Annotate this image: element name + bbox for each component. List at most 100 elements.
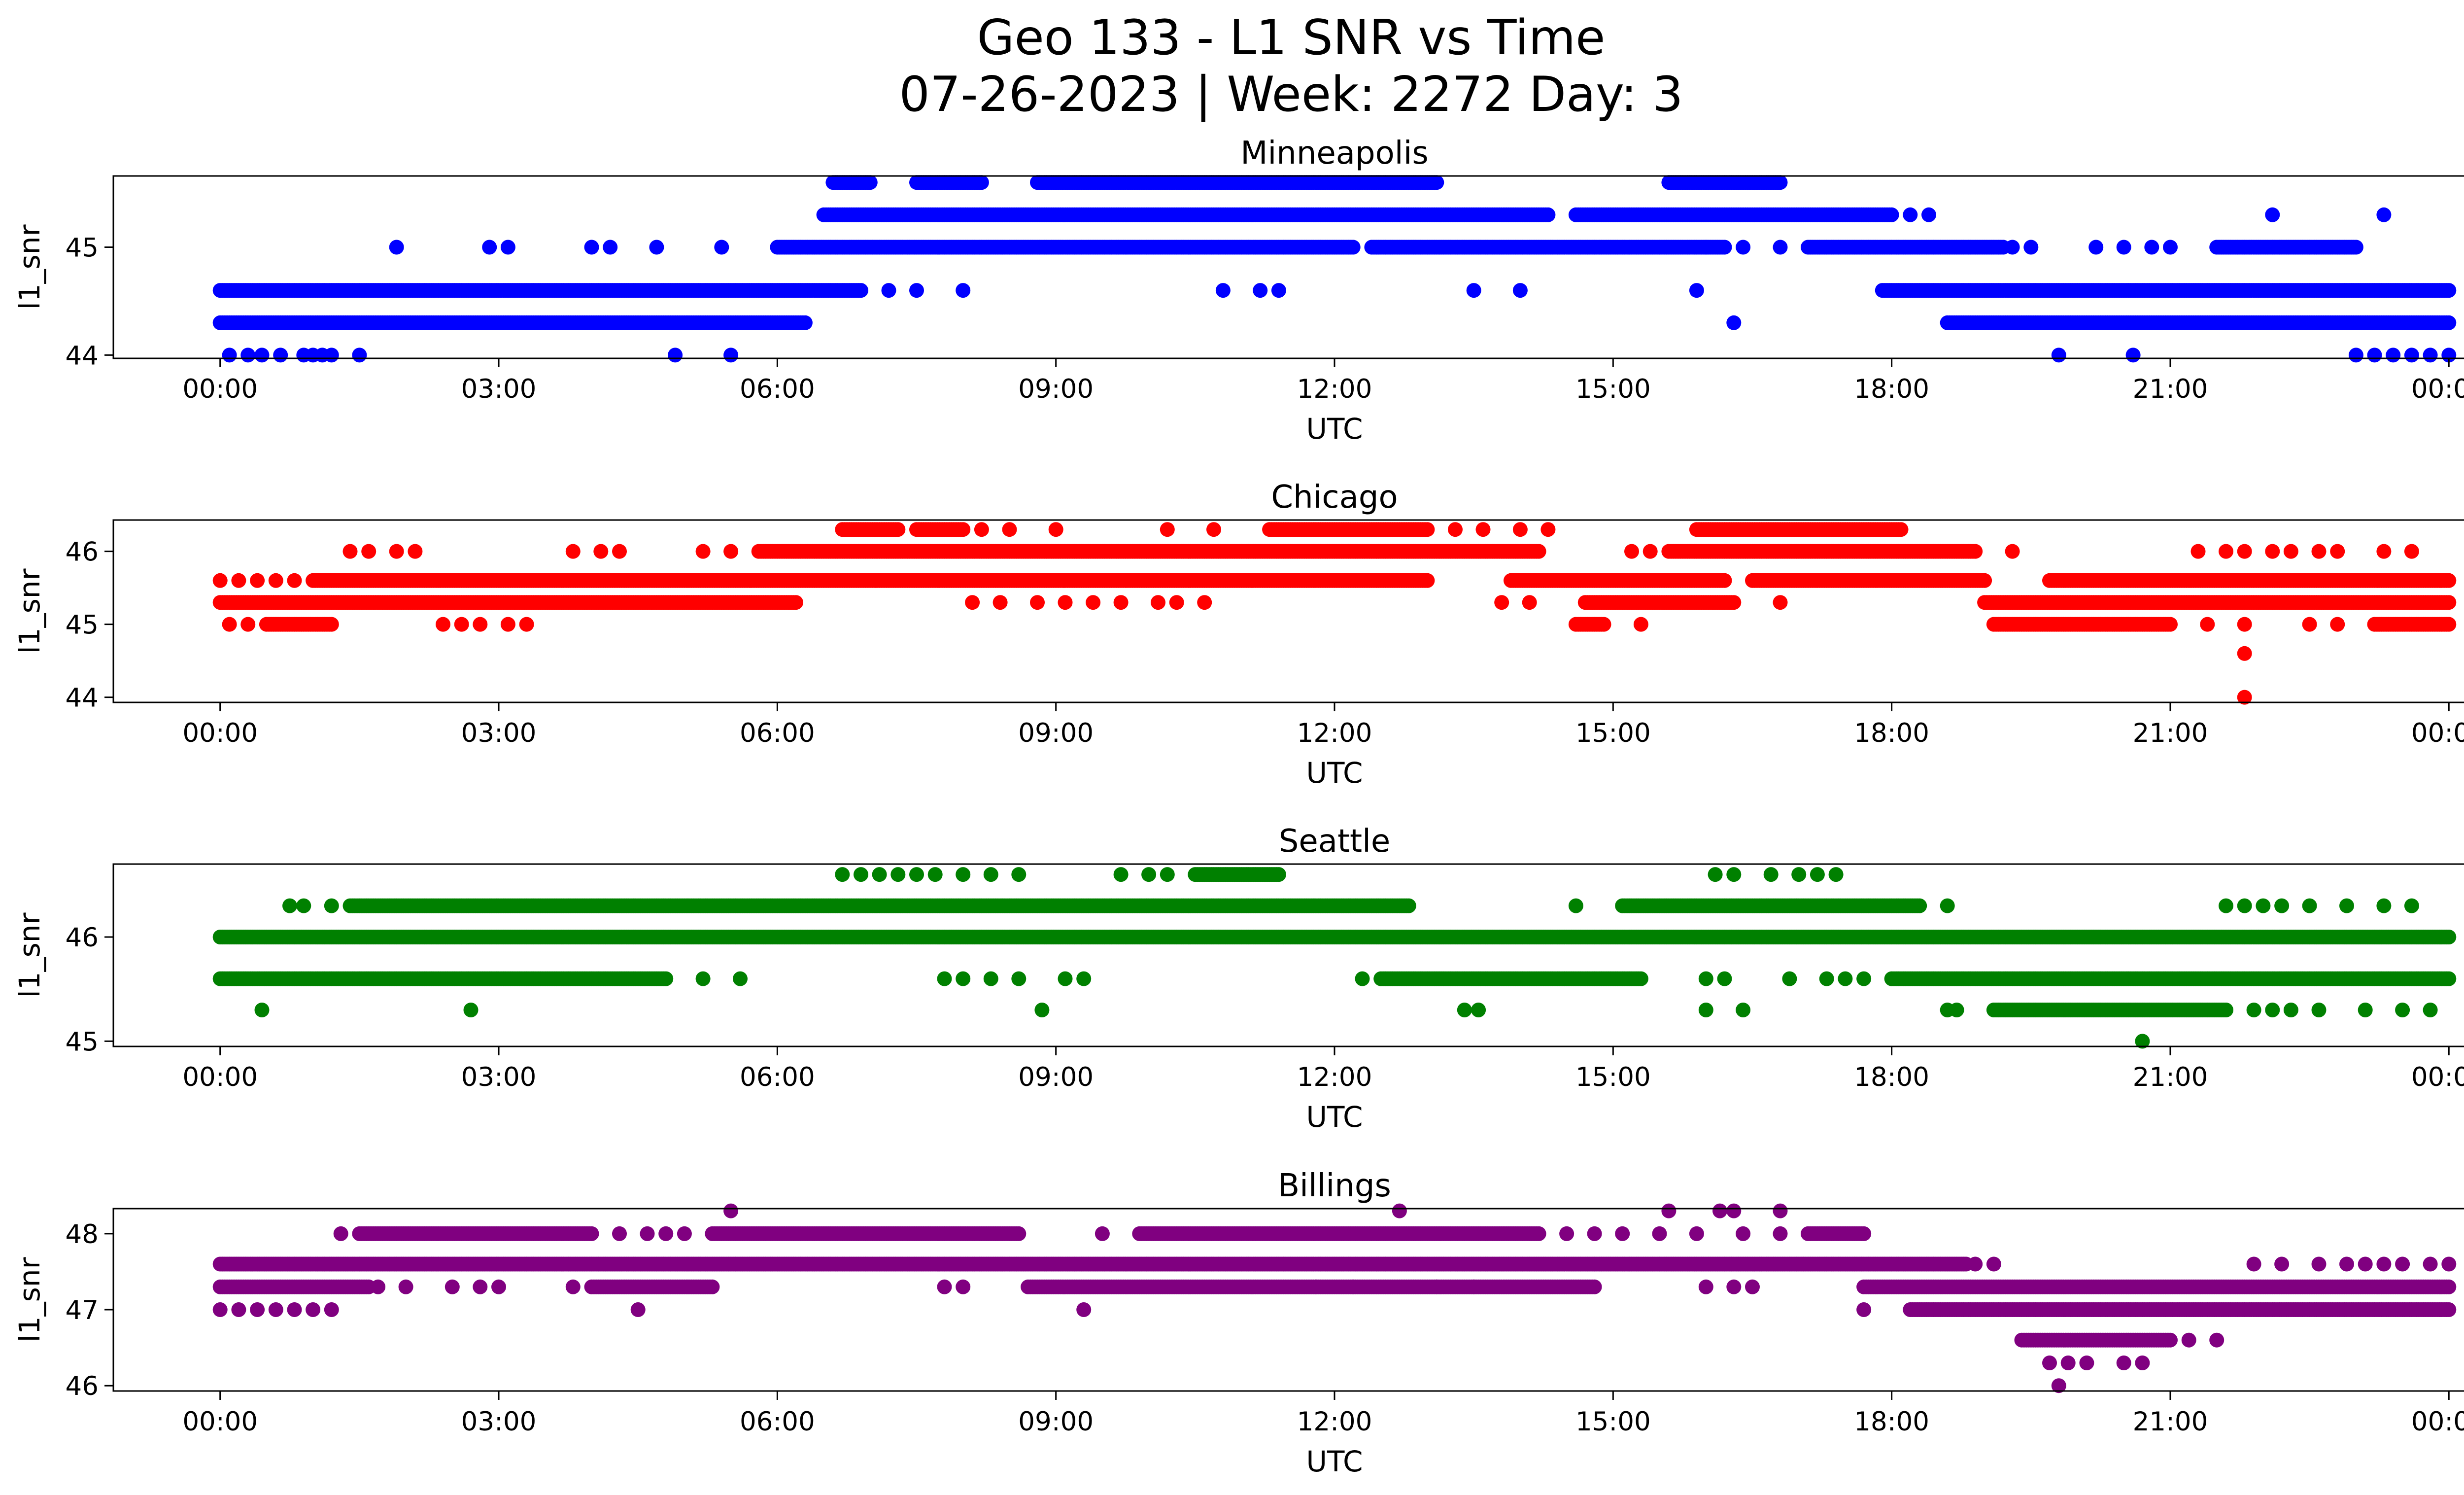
data-point [389,544,404,559]
y-tick-label: 46 [66,537,99,567]
x-tick-label: 21:00 [2133,718,2208,748]
x-tick-label: 15:00 [1575,374,1651,404]
figure-title-line-1: Geo 133 - L1 SNR vs Time [977,10,1606,66]
y-tick-label: 44 [66,341,99,371]
data-point [1512,283,1528,298]
data-point [222,617,237,632]
data-point [1030,595,1045,610]
data-point [1169,595,1184,610]
data-point [1540,522,1556,537]
data-point [714,240,729,255]
data-point [2441,573,2457,588]
data-point [1893,522,1909,537]
data-point [2404,348,2419,363]
minneapolis-plot-frame [112,175,2464,359]
data-point [1977,573,1992,588]
data-point [649,240,664,255]
data-point [352,348,367,363]
data-point [2265,544,2280,559]
x-tick-label: 15:00 [1575,718,1651,748]
x-tick-label: 00:00 [182,374,258,404]
data-point [2376,207,2392,222]
data-point [1633,617,1648,632]
data-point [2237,544,2252,559]
data-point [1512,522,1528,537]
data-point [436,617,450,632]
data-point [2330,617,2345,632]
data-point [473,617,488,632]
data-point [584,240,599,255]
data-point [2051,348,2066,363]
data-point [1773,240,1788,255]
data-point [854,283,868,298]
y-tick-label: 44 [66,683,99,713]
data-point [2219,544,2233,559]
data-point [240,617,256,632]
data-point [240,348,256,363]
data-point [500,240,515,255]
data-point [956,522,971,537]
data-point [1197,595,1212,610]
chicago-points [212,522,2457,705]
data-point [695,544,711,559]
data-point [2200,617,2215,632]
chicago-y-axis-label: l1_snr [13,568,46,654]
data-point [992,595,1008,610]
data-point [668,348,683,363]
data-point [1151,595,1165,610]
data-point [2190,544,2206,559]
data-point [1968,544,1983,559]
data-point [974,522,989,537]
data-point [2441,617,2457,632]
data-point [612,544,627,559]
data-point [723,544,739,559]
data-point [454,617,469,632]
x-tick-label: 06:00 [740,718,815,748]
x-tick-label: 00:00 [2411,374,2464,404]
data-point [723,348,739,363]
data-point [1884,207,1899,222]
data-point [1113,595,1129,610]
data-point [361,544,376,559]
data-point [1624,544,1639,559]
data-point [1643,544,1658,559]
data-point [1689,283,1704,298]
data-point [603,240,618,255]
data-point [1215,283,1231,298]
data-point [965,595,980,610]
y-tick-label: 45 [66,233,99,263]
data-point [1717,573,1732,588]
data-point [1448,522,1463,537]
data-point [222,348,237,363]
data-point [1540,207,1556,222]
x-tick-label: 09:00 [1018,374,1094,404]
data-point [862,175,878,190]
data-point [2311,544,2327,559]
data-point [1773,595,1788,610]
x-tick-label: 06:00 [740,374,815,404]
data-point [268,573,283,588]
data-point [1048,522,1063,537]
data-point [273,348,288,363]
data-point [2116,240,2131,255]
data-point [1086,595,1101,610]
data-point [1058,595,1073,610]
data-point [2367,348,2382,363]
minneapolis-y-axis-label: l1_snr [13,224,46,310]
data-point [1271,283,1286,298]
data-point [1253,283,1268,298]
minneapolis-points [212,175,2457,363]
data-point [500,617,515,632]
data-point [1466,283,1481,298]
data-point [1429,175,1444,190]
data-point [974,175,989,190]
chicago-panel-title: Chicago [1271,479,1398,516]
data-point [2441,283,2457,298]
data-point [287,573,302,588]
figure-title-line-2: 07-26-2023 | Week: 2272 Day: 3 [899,67,1683,123]
data-point [881,283,896,298]
data-point [2125,348,2141,363]
